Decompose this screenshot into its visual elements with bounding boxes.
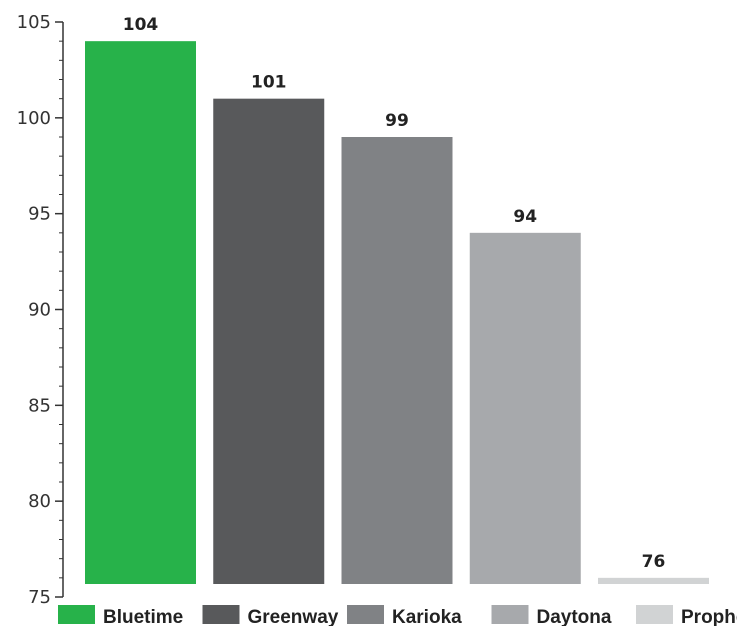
bar-prophet xyxy=(598,577,709,584)
value-labels: 104 101 99 94 76 xyxy=(123,15,666,572)
y-tick-label: 100 xyxy=(17,108,51,129)
bars xyxy=(85,41,709,585)
legend-swatch-karioka xyxy=(347,605,384,624)
value-label-prophet: 76 xyxy=(642,552,666,572)
legend-label-greenway: Greenway xyxy=(248,607,339,626)
y-tick-label: 90 xyxy=(28,300,51,321)
legend-swatch-prophet xyxy=(636,605,673,624)
bar-bluetime xyxy=(85,41,196,584)
value-label-bluetime: 104 xyxy=(123,15,159,35)
y-tick-label: 75 xyxy=(28,587,51,608)
legend-swatch-daytona xyxy=(491,605,529,624)
y-tick-label: 95 xyxy=(28,204,51,225)
legend-label-karioka: Karioka xyxy=(392,607,462,626)
legend-label-bluetime: Bluetime xyxy=(103,607,183,626)
legend-label-prophet: Prophet xyxy=(681,607,737,626)
bar-daytona xyxy=(469,232,581,585)
value-label-greenway: 101 xyxy=(251,73,287,93)
legend-swatch-bluetime xyxy=(58,605,95,624)
legend-swatch-greenway xyxy=(202,605,240,624)
value-label-daytona: 94 xyxy=(513,207,537,227)
y-tick-label: 105 xyxy=(17,12,51,33)
legend-label-daytona: Daytona xyxy=(537,607,612,626)
y-tick-label: 80 xyxy=(28,491,51,512)
y-axis: 75 80 85 90 95 100 105 xyxy=(17,12,64,608)
y-tick-label: 85 xyxy=(28,395,51,416)
value-label-karioka: 99 xyxy=(385,111,409,131)
legend: Bluetime Greenway Karioka Daytona Prophet xyxy=(58,605,737,626)
bar-greenway xyxy=(213,98,325,585)
bar-karioka xyxy=(341,137,453,584)
